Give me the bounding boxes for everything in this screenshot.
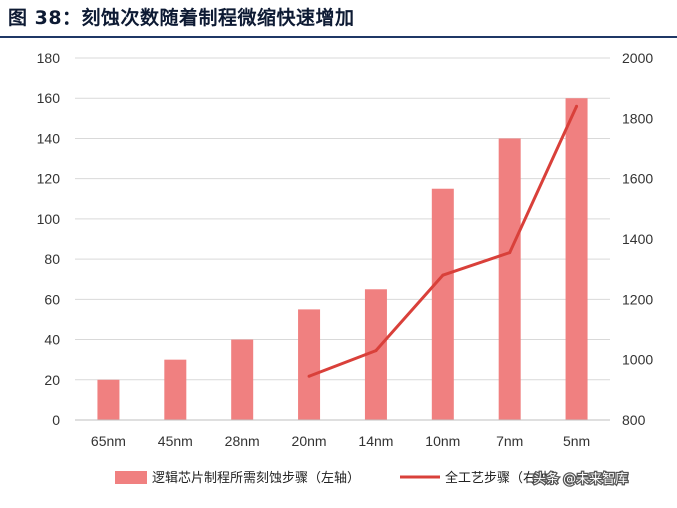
x-tick-label: 20nm <box>292 433 327 449</box>
y-left-tick-label: 80 <box>44 251 60 267</box>
legend: 逻辑芯片制程所需刻蚀步骤（左轴） 全工艺步骤（右轴） 头条 @未来智库 <box>115 470 629 488</box>
line-point <box>307 374 311 378</box>
y-right-tick-label: 1600 <box>622 171 653 187</box>
y-left-tick-label: 40 <box>44 332 60 348</box>
bar <box>298 309 321 420</box>
axes: 0 20 40 60 80 100 120 140 160 180 800 1000 1200 1400 1… <box>37 50 654 449</box>
y-left-tick-label: 0 <box>52 412 60 428</box>
legend-label-bar: 逻辑芯片制程所需刻蚀步骤（左轴） <box>152 471 360 486</box>
bar <box>565 98 588 420</box>
x-tick-label: 45nm <box>158 433 193 449</box>
gridlines <box>75 57 610 381</box>
line-point <box>374 349 378 353</box>
line-point <box>441 273 445 277</box>
y-right-tick-label: 1000 <box>622 352 653 368</box>
x-tick-label: 14nm <box>358 433 393 449</box>
bar <box>364 289 387 420</box>
line-series <box>307 104 579 378</box>
x-tick-label: 28nm <box>225 433 260 449</box>
x-tick-label: 65nm <box>91 433 126 449</box>
bar-series <box>97 98 588 420</box>
legend-label-line: 全工艺步骤（右轴） <box>445 470 562 486</box>
y-right-tick-label: 1800 <box>622 110 653 126</box>
x-tick-label: 10nm <box>425 433 460 449</box>
y-left-tick-label: 20 <box>44 372 60 388</box>
line-point <box>508 251 512 255</box>
y-left-tick-label: 180 <box>37 50 61 66</box>
bar <box>164 359 187 420</box>
x-tick-label: 5nm <box>563 433 590 449</box>
figure-title: 图 38：刻蚀次数随着制程微缩快速增加 <box>8 7 355 29</box>
title-divider <box>0 36 677 38</box>
legend-swatch-bar <box>115 471 147 484</box>
y-left-tick-label: 140 <box>37 130 61 146</box>
bar <box>431 188 454 420</box>
y-right-tick-label: 1400 <box>622 231 653 247</box>
y-right-tick-label: 1200 <box>622 291 653 307</box>
y-left-tick-label: 160 <box>37 90 61 106</box>
x-tick-label: 7nm <box>496 433 523 449</box>
y-left-tick-label: 120 <box>37 171 61 187</box>
y-right-tick-label: 2000 <box>622 50 653 66</box>
bar <box>97 379 120 420</box>
y-right-tick-label: 800 <box>622 412 646 428</box>
line-point <box>575 104 579 108</box>
y-left-tick-label: 60 <box>44 291 60 307</box>
bar <box>498 138 521 420</box>
y-left-tick-label: 100 <box>37 211 61 227</box>
bar <box>231 339 254 420</box>
watermark: 头条 @未来智库 <box>533 471 628 487</box>
